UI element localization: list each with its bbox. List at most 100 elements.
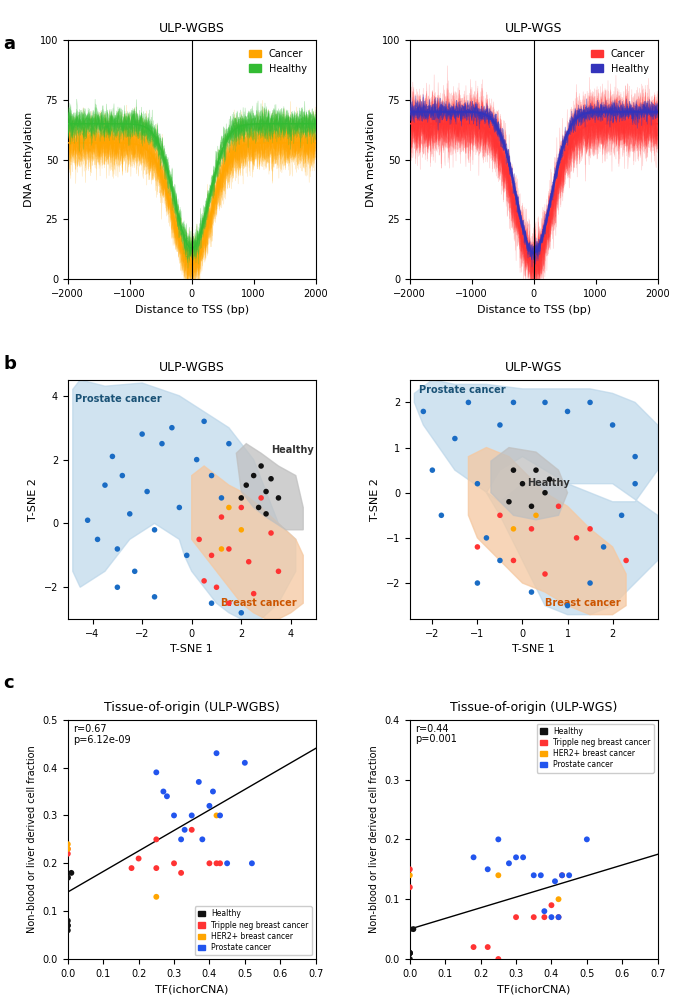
Legend: Cancer, Healthy: Cancer, Healthy: [588, 45, 653, 78]
Point: [197, 831, 207, 847]
X-axis label: T-SNE 1: T-SNE 1: [513, 644, 555, 654]
Point: [62, 917, 73, 933]
Text: Prostate cancer: Prostate cancer: [75, 395, 162, 405]
Point: [191, 452, 202, 468]
Title: ULP-WGBS: ULP-WGBS: [159, 362, 224, 375]
Y-axis label: DNA methylation: DNA methylation: [366, 112, 376, 207]
Point: [436, 507, 447, 523]
Point: [553, 891, 564, 907]
Point: [508, 520, 519, 536]
Point: [418, 404, 428, 420]
Point: [266, 525, 277, 541]
Point: [224, 541, 235, 557]
Text: Healthy: Healthy: [271, 446, 314, 456]
Title: ULP-WGS: ULP-WGS: [505, 22, 563, 35]
Point: [526, 584, 537, 600]
Point: [174, 500, 184, 515]
Point: [167, 420, 178, 436]
Point: [493, 831, 504, 847]
Point: [206, 547, 217, 563]
Point: [129, 563, 140, 579]
Point: [616, 507, 627, 523]
Point: [553, 499, 564, 514]
Title: Tissue-of-origin (ULP-WGBS): Tissue-of-origin (ULP-WGBS): [104, 701, 279, 714]
Point: [204, 855, 215, 871]
Point: [408, 921, 419, 937]
Point: [206, 468, 217, 484]
Point: [557, 867, 567, 883]
Text: b: b: [3, 355, 16, 373]
Point: [236, 604, 247, 620]
Point: [620, 552, 631, 568]
Point: [169, 807, 180, 823]
Point: [236, 490, 247, 505]
Point: [211, 855, 222, 871]
Point: [536, 867, 546, 883]
Point: [531, 507, 542, 523]
Point: [151, 860, 162, 876]
Point: [481, 529, 492, 545]
Point: [260, 505, 271, 521]
Point: [468, 849, 479, 865]
Point: [404, 945, 415, 961]
Point: [151, 764, 162, 780]
Point: [557, 867, 567, 883]
Point: [158, 783, 169, 799]
Point: [149, 588, 160, 604]
X-axis label: Distance to TSS (bp): Distance to TSS (bp): [135, 305, 249, 315]
Point: [199, 572, 210, 588]
Point: [216, 509, 227, 525]
Point: [404, 945, 415, 961]
Point: [62, 917, 73, 933]
X-axis label: T-SNE 1: T-SNE 1: [170, 644, 213, 654]
Point: [517, 476, 528, 492]
Point: [161, 788, 172, 804]
Point: [62, 841, 73, 857]
Point: [531, 463, 542, 479]
Y-axis label: Non-blood or liver derived cell fraction: Non-blood or liver derived cell fraction: [369, 745, 379, 933]
Y-axis label: Non-blood or liver derived cell fraction: Non-blood or liver derived cell fraction: [27, 745, 37, 933]
Point: [553, 909, 564, 925]
Point: [468, 939, 479, 955]
Point: [540, 395, 551, 411]
Point: [472, 575, 483, 591]
Text: r=0.44: r=0.44: [415, 723, 449, 733]
Point: [66, 865, 77, 881]
Point: [540, 485, 551, 500]
Legend: Healthy, Tripple neg breast cancer, HER2+ breast cancer, Prostate cancer: Healthy, Tripple neg breast cancer, HER2…: [536, 723, 654, 772]
Point: [243, 553, 254, 569]
Point: [504, 494, 515, 509]
Point: [404, 921, 415, 937]
Text: a: a: [3, 35, 16, 53]
Point: [482, 861, 493, 877]
Point: [582, 831, 593, 847]
Point: [137, 427, 148, 443]
Point: [199, 414, 210, 430]
Point: [186, 807, 197, 823]
Text: Healthy: Healthy: [527, 478, 570, 488]
Point: [248, 468, 259, 484]
Polygon shape: [73, 380, 296, 619]
Point: [493, 867, 504, 883]
Point: [207, 783, 218, 799]
Text: p=6.12e-09: p=6.12e-09: [73, 734, 131, 744]
Point: [607, 417, 618, 433]
Point: [563, 867, 574, 883]
Point: [482, 939, 493, 955]
Polygon shape: [491, 448, 567, 519]
Point: [239, 755, 250, 771]
Title: ULP-WGBS: ULP-WGBS: [159, 22, 224, 35]
Point: [206, 595, 217, 611]
Point: [562, 597, 573, 613]
Point: [494, 417, 505, 433]
Point: [404, 861, 415, 877]
Point: [236, 521, 247, 537]
Point: [427, 463, 438, 479]
Point: [247, 855, 258, 871]
Legend: Healthy, Tripple neg breast cancer, HER2+ breast cancer, Prostate cancer: Healthy, Tripple neg breast cancer, HER2…: [195, 906, 312, 955]
Point: [256, 458, 266, 474]
Point: [540, 566, 551, 582]
Title: ULP-WGS: ULP-WGS: [505, 362, 563, 375]
Point: [176, 831, 186, 847]
Point: [151, 831, 162, 847]
